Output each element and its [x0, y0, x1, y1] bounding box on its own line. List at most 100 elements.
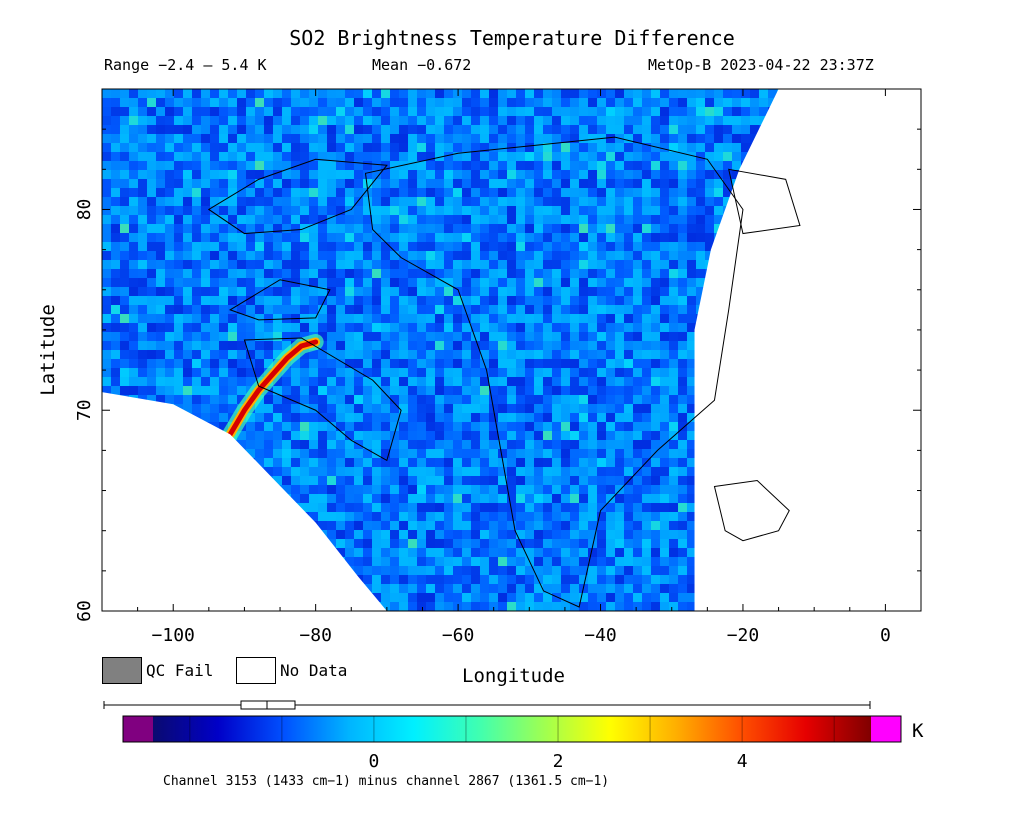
data-pixel	[345, 476, 354, 485]
data-pixel	[651, 134, 660, 143]
data-pixel	[552, 386, 561, 395]
data-pixel	[354, 449, 363, 458]
data-pixel	[642, 233, 651, 242]
data-pixel	[246, 305, 255, 314]
data-pixel	[642, 395, 651, 404]
data-pixel	[588, 116, 597, 125]
data-pixel	[165, 197, 174, 206]
data-pixel	[588, 125, 597, 134]
data-pixel	[732, 98, 741, 107]
data-pixel	[741, 116, 750, 125]
data-pixel	[417, 476, 426, 485]
data-pixel	[120, 215, 129, 224]
data-pixel	[156, 179, 165, 188]
data-pixel	[597, 215, 606, 224]
data-pixel	[201, 296, 210, 305]
data-pixel	[651, 404, 660, 413]
data-pixel	[633, 152, 642, 161]
data-pixel	[318, 260, 327, 269]
data-pixel	[201, 323, 210, 332]
data-pixel	[606, 350, 615, 359]
data-pixel	[714, 197, 723, 206]
data-pixel	[633, 530, 642, 539]
data-pixel	[174, 314, 183, 323]
data-pixel	[552, 287, 561, 296]
data-pixel	[246, 161, 255, 170]
data-pixel	[183, 107, 192, 116]
data-pixel	[426, 296, 435, 305]
data-pixel	[129, 206, 138, 215]
data-pixel	[264, 260, 273, 269]
data-pixel	[174, 305, 183, 314]
data-pixel	[183, 179, 192, 188]
data-pixel	[309, 404, 318, 413]
data-pixel	[300, 332, 309, 341]
data-pixel	[327, 278, 336, 287]
data-pixel	[273, 305, 282, 314]
data-pixel	[300, 287, 309, 296]
data-pixel	[489, 233, 498, 242]
data-pixel	[624, 89, 633, 98]
data-pixel	[570, 566, 579, 575]
data-pixel	[642, 287, 651, 296]
data-pixel	[381, 350, 390, 359]
data-pixel	[678, 440, 687, 449]
data-pixel	[444, 188, 453, 197]
data-pixel	[588, 251, 597, 260]
data-pixel	[489, 539, 498, 548]
data-pixel	[399, 548, 408, 557]
data-pixel	[318, 233, 327, 242]
data-pixel	[606, 332, 615, 341]
data-pixel	[201, 116, 210, 125]
data-pixel	[651, 341, 660, 350]
data-pixel	[660, 341, 669, 350]
data-pixel	[336, 287, 345, 296]
data-pixel	[327, 386, 336, 395]
data-pixel	[660, 431, 669, 440]
data-pixel	[273, 233, 282, 242]
data-pixel	[498, 332, 507, 341]
data-pixel	[633, 116, 642, 125]
data-pixel	[741, 152, 750, 161]
data-pixel	[489, 575, 498, 584]
data-pixel	[165, 98, 174, 107]
data-pixel	[453, 179, 462, 188]
data-pixel	[552, 170, 561, 179]
data-pixel	[615, 269, 624, 278]
data-pixel	[615, 260, 624, 269]
data-pixel	[246, 296, 255, 305]
data-pixel	[534, 494, 543, 503]
data-pixel	[588, 161, 597, 170]
data-pixel	[264, 305, 273, 314]
data-pixel	[696, 269, 705, 278]
data-pixel	[633, 512, 642, 521]
data-pixel	[435, 458, 444, 467]
data-pixel	[363, 530, 372, 539]
data-pixel	[129, 305, 138, 314]
data-pixel	[624, 287, 633, 296]
data-pixel	[507, 575, 516, 584]
data-pixel	[435, 323, 444, 332]
data-pixel	[561, 98, 570, 107]
data-pixel	[453, 323, 462, 332]
data-pixel	[453, 332, 462, 341]
data-pixel	[525, 494, 534, 503]
data-pixel	[570, 359, 579, 368]
data-pixel	[426, 89, 435, 98]
data-pixel	[516, 116, 525, 125]
data-pixel	[633, 296, 642, 305]
data-pixel	[399, 197, 408, 206]
data-pixel	[624, 125, 633, 134]
data-pixel	[624, 134, 633, 143]
data-pixel	[633, 404, 642, 413]
data-pixel	[327, 395, 336, 404]
data-pixel	[498, 260, 507, 269]
data-pixel	[327, 332, 336, 341]
data-pixel	[471, 575, 480, 584]
data-pixel	[390, 116, 399, 125]
data-pixel	[219, 278, 228, 287]
data-pixel	[444, 197, 453, 206]
data-pixel	[363, 539, 372, 548]
data-pixel	[210, 125, 219, 134]
data-pixel	[291, 89, 300, 98]
